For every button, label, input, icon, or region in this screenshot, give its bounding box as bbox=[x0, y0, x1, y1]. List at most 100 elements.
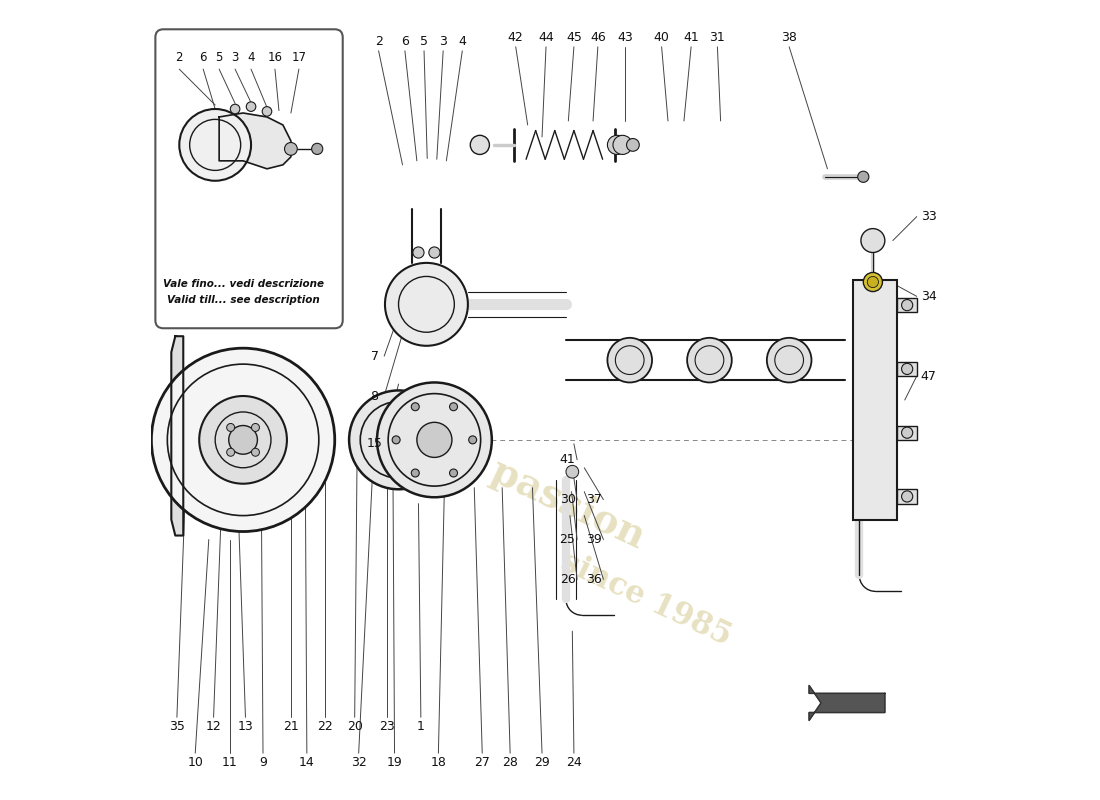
Text: 5: 5 bbox=[420, 34, 428, 48]
Text: 47: 47 bbox=[921, 370, 936, 382]
Text: 34: 34 bbox=[921, 290, 936, 303]
Text: 2: 2 bbox=[375, 34, 383, 48]
Text: 10: 10 bbox=[187, 756, 204, 770]
Text: 19: 19 bbox=[387, 756, 403, 770]
Circle shape bbox=[152, 348, 334, 531]
Circle shape bbox=[262, 106, 272, 116]
Text: 25: 25 bbox=[560, 533, 575, 546]
Circle shape bbox=[246, 102, 256, 111]
Circle shape bbox=[471, 135, 490, 154]
Circle shape bbox=[227, 423, 234, 431]
Text: 6: 6 bbox=[199, 50, 207, 64]
Polygon shape bbox=[172, 336, 184, 535]
Text: 32: 32 bbox=[351, 756, 366, 770]
Text: 26: 26 bbox=[560, 573, 575, 586]
Text: 8: 8 bbox=[371, 390, 378, 402]
Text: 37: 37 bbox=[586, 493, 602, 506]
Text: 3: 3 bbox=[439, 34, 447, 48]
Text: 22: 22 bbox=[317, 720, 333, 734]
Text: 5: 5 bbox=[216, 50, 223, 64]
Text: Valid till... see description: Valid till... see description bbox=[167, 295, 319, 306]
Bar bbox=[896, 362, 916, 376]
Text: 30: 30 bbox=[560, 493, 575, 506]
Text: 28: 28 bbox=[503, 756, 518, 770]
Text: 13: 13 bbox=[238, 720, 253, 734]
Text: 15: 15 bbox=[366, 438, 383, 450]
Circle shape bbox=[902, 299, 913, 310]
Text: 36: 36 bbox=[586, 573, 602, 586]
FancyBboxPatch shape bbox=[155, 30, 343, 328]
Circle shape bbox=[627, 138, 639, 151]
Text: 41: 41 bbox=[683, 30, 698, 44]
Text: 42: 42 bbox=[508, 30, 524, 44]
Text: 46: 46 bbox=[590, 30, 606, 44]
Text: 31: 31 bbox=[710, 30, 725, 44]
Text: 23: 23 bbox=[378, 720, 395, 734]
Circle shape bbox=[469, 436, 476, 444]
Circle shape bbox=[613, 135, 632, 154]
Text: 20: 20 bbox=[346, 720, 363, 734]
Text: a passion: a passion bbox=[450, 435, 650, 556]
Text: 41: 41 bbox=[560, 454, 575, 466]
Circle shape bbox=[867, 277, 879, 287]
Circle shape bbox=[411, 469, 419, 477]
Text: 12: 12 bbox=[206, 720, 221, 734]
Text: 33: 33 bbox=[921, 210, 936, 223]
Bar bbox=[896, 298, 916, 312]
Circle shape bbox=[607, 338, 652, 382]
Text: 18: 18 bbox=[430, 756, 447, 770]
Polygon shape bbox=[810, 686, 884, 721]
Text: 4: 4 bbox=[248, 50, 255, 64]
Text: Vale fino... vedi descrizione: Vale fino... vedi descrizione bbox=[163, 279, 323, 290]
Circle shape bbox=[285, 142, 297, 155]
Circle shape bbox=[392, 436, 400, 444]
Circle shape bbox=[767, 338, 812, 382]
Circle shape bbox=[417, 422, 452, 458]
Text: 39: 39 bbox=[586, 533, 602, 546]
Text: 9: 9 bbox=[260, 756, 267, 770]
Circle shape bbox=[429, 247, 440, 258]
Circle shape bbox=[858, 171, 869, 182]
Circle shape bbox=[902, 491, 913, 502]
Text: 16: 16 bbox=[267, 50, 283, 64]
Text: 17: 17 bbox=[292, 50, 307, 64]
Text: 11: 11 bbox=[221, 756, 238, 770]
Circle shape bbox=[385, 263, 468, 346]
Text: 14: 14 bbox=[299, 756, 315, 770]
Polygon shape bbox=[219, 113, 290, 169]
Circle shape bbox=[229, 426, 257, 454]
Circle shape bbox=[349, 390, 448, 490]
Circle shape bbox=[199, 396, 287, 484]
Circle shape bbox=[902, 363, 913, 374]
Text: 38: 38 bbox=[781, 30, 798, 44]
Text: 6: 6 bbox=[402, 34, 409, 48]
Text: 24: 24 bbox=[566, 756, 582, 770]
Text: 40: 40 bbox=[653, 30, 670, 44]
Circle shape bbox=[252, 423, 260, 431]
Circle shape bbox=[377, 382, 492, 498]
Circle shape bbox=[864, 273, 882, 291]
Circle shape bbox=[311, 143, 322, 154]
Bar bbox=[896, 490, 916, 504]
Text: 2: 2 bbox=[176, 50, 183, 64]
Text: 45: 45 bbox=[566, 30, 582, 44]
Text: 3: 3 bbox=[231, 50, 239, 64]
Circle shape bbox=[179, 109, 251, 181]
Circle shape bbox=[902, 427, 913, 438]
Circle shape bbox=[688, 338, 732, 382]
Text: 4: 4 bbox=[459, 34, 466, 48]
Circle shape bbox=[411, 402, 419, 410]
Text: 35: 35 bbox=[169, 720, 185, 734]
Bar bbox=[852, 281, 896, 519]
Text: 29: 29 bbox=[535, 756, 550, 770]
Circle shape bbox=[230, 104, 240, 114]
Circle shape bbox=[861, 229, 884, 253]
Text: 27: 27 bbox=[474, 756, 491, 770]
Text: 1: 1 bbox=[417, 720, 425, 734]
Text: 21: 21 bbox=[283, 720, 299, 734]
Bar bbox=[896, 426, 916, 440]
Text: 43: 43 bbox=[617, 30, 632, 44]
Circle shape bbox=[252, 448, 260, 456]
Circle shape bbox=[450, 469, 458, 477]
Circle shape bbox=[227, 448, 234, 456]
